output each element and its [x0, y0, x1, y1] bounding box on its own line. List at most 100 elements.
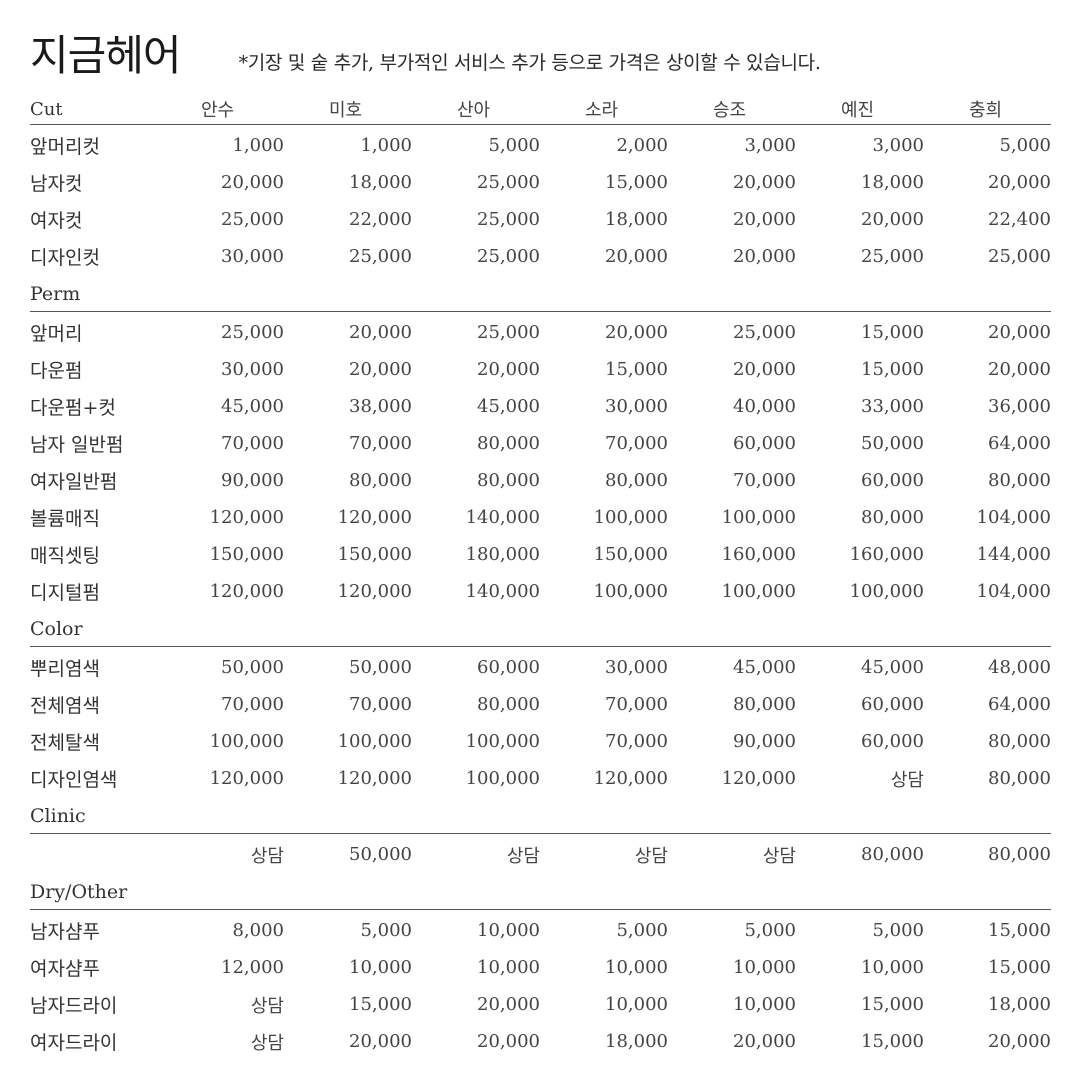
price-cell: 60,000: [861, 731, 924, 752]
price-cell: 100,000: [721, 581, 796, 602]
price-cell: 25,000: [861, 246, 924, 267]
price-cell: 50,000: [221, 657, 284, 678]
price-cell: 20,000: [861, 209, 924, 230]
price-cell: 70,000: [221, 694, 284, 715]
price-cell: 70,000: [605, 731, 668, 752]
section-header: Clinic: [30, 797, 1051, 834]
price-cell: 160,000: [721, 544, 796, 565]
price-cell: 50,000: [349, 844, 412, 865]
price-cell: 120,000: [209, 768, 284, 789]
price-table-body: 앞머리컷 1,000 1,000 5,000 2,000 3,000 3,000 5,000 남…: [30, 127, 1051, 1060]
price-cell: 60,000: [861, 470, 924, 491]
table-row: 남자 일반펌 70,000 70,000 80,000 70,000 60,000 50,0…: [30, 425, 1051, 462]
price-cell: 20,000: [477, 994, 540, 1015]
price-cell: 20,000: [349, 359, 412, 380]
stylist-name: 미호: [329, 100, 363, 121]
service-name: 여자컷: [30, 210, 83, 232]
price-cell: 8,000: [232, 920, 284, 941]
price-cell: 80,000: [861, 507, 924, 528]
price-cell: 상담: [634, 845, 668, 867]
table-row: 앞머리컷 1,000 1,000 5,000 2,000 3,000 3,000 5,000: [30, 127, 1051, 164]
table-row: 여자컷 25,000 22,000 25,000 18,000 20,000 20,000 2…: [30, 201, 1051, 238]
price-cell: 60,000: [733, 433, 796, 454]
price-cell: 22,000: [349, 209, 412, 230]
price-cell: 60,000: [477, 657, 540, 678]
price-cell: 45,000: [221, 396, 284, 417]
price-cell: 10,000: [477, 920, 540, 941]
price-cell: 20,000: [605, 246, 668, 267]
service-name: 전체염색: [30, 695, 100, 717]
price-cell: 140,000: [465, 507, 540, 528]
price-cell: 80,000: [861, 844, 924, 865]
section-title: Color: [30, 618, 83, 640]
price-cell: 50,000: [349, 657, 412, 678]
price-cell: 100,000: [593, 581, 668, 602]
stylist-name: 소라: [585, 100, 619, 121]
price-cell: 80,000: [988, 731, 1051, 752]
price-cell: 20,000: [988, 172, 1051, 193]
price-cell: 25,000: [477, 209, 540, 230]
table-row: 디지털펌 120,000 120,000 140,000 100,000 100,000 1…: [30, 573, 1051, 610]
price-cell: 10,000: [733, 957, 796, 978]
price-cell: 120,000: [209, 581, 284, 602]
service-name: 디자인컷: [30, 247, 100, 269]
price-cell: 104,000: [976, 507, 1051, 528]
price-cell: 40,000: [733, 396, 796, 417]
price-cell: 150,000: [209, 544, 284, 565]
price-cell: 2,000: [616, 135, 668, 156]
price-cell: 1,000: [360, 135, 412, 156]
price-cell: 33,000: [861, 396, 924, 417]
price-cell: 20,000: [733, 172, 796, 193]
service-name: 남자샴푸: [30, 921, 100, 943]
price-cell: 25,000: [221, 209, 284, 230]
price-cell: 5,000: [488, 135, 540, 156]
price-note: *기장 및 숱 추가, 부가적인 서비스 추가 등으로 가격은 상이할 수 있습…: [238, 52, 821, 74]
service-name: 앞머리컷: [30, 136, 100, 158]
price-cell: 120,000: [721, 768, 796, 789]
service-name: 매직셋팅: [30, 545, 100, 567]
price-cell: 70,000: [349, 694, 412, 715]
table-row: 남자컷 20,000 18,000 25,000 15,000 20,000 18,000 2…: [30, 164, 1051, 201]
price-cell: 5,000: [360, 920, 412, 941]
service-name: 남자컷: [30, 173, 83, 195]
stylist-name: 충희: [969, 100, 1003, 121]
table-row: 남자드라이 상담 15,000 20,000 10,000 10,000 15,000 18,…: [30, 986, 1051, 1023]
stylist-name: 산아: [457, 100, 491, 121]
price-cell: 38,000: [349, 396, 412, 417]
price-cell: 상담: [250, 1032, 284, 1054]
service-name: 다운펌: [30, 360, 83, 382]
price-cell: 25,000: [988, 246, 1051, 267]
price-cell: 30,000: [221, 246, 284, 267]
price-cell: 10,000: [477, 957, 540, 978]
price-cell: 70,000: [349, 433, 412, 454]
price-cell: 104,000: [976, 581, 1051, 602]
service-name: 디자인염색: [30, 769, 118, 791]
price-cell: 20,000: [988, 359, 1051, 380]
price-cell: 18,000: [349, 172, 412, 193]
table-row: 전체염색 70,000 70,000 80,000 70,000 80,000 60,000…: [30, 686, 1051, 723]
price-cell: 20,000: [733, 359, 796, 380]
price-cell: 10,000: [861, 957, 924, 978]
price-cell: 5,000: [616, 920, 668, 941]
price-cell: 22,400: [988, 209, 1051, 230]
price-cell: 3,000: [744, 135, 796, 156]
service-name: 앞머리: [30, 323, 83, 345]
price-cell: 25,000: [349, 246, 412, 267]
price-cell: 18,000: [988, 994, 1051, 1015]
price-cell: 25,000: [733, 322, 796, 343]
price-cell: 10,000: [605, 994, 668, 1015]
price-cell: 18,000: [605, 1031, 668, 1052]
price-cell: 90,000: [733, 731, 796, 752]
price-cell: 100,000: [465, 731, 540, 752]
price-cell: 45,000: [861, 657, 924, 678]
price-cell: 150,000: [593, 544, 668, 565]
price-cell: 15,000: [605, 172, 668, 193]
price-cell: 25,000: [477, 322, 540, 343]
price-cell: 상담: [250, 995, 284, 1017]
price-cell: 60,000: [861, 694, 924, 715]
price-cell: 120,000: [337, 507, 412, 528]
price-cell: 20,000: [221, 172, 284, 193]
price-cell: 상담: [506, 845, 540, 867]
service-name: 뿌리염색: [30, 658, 100, 680]
table-row: 볼륨매직 120,000 120,000 140,000 100,000 100,000 8…: [30, 499, 1051, 536]
